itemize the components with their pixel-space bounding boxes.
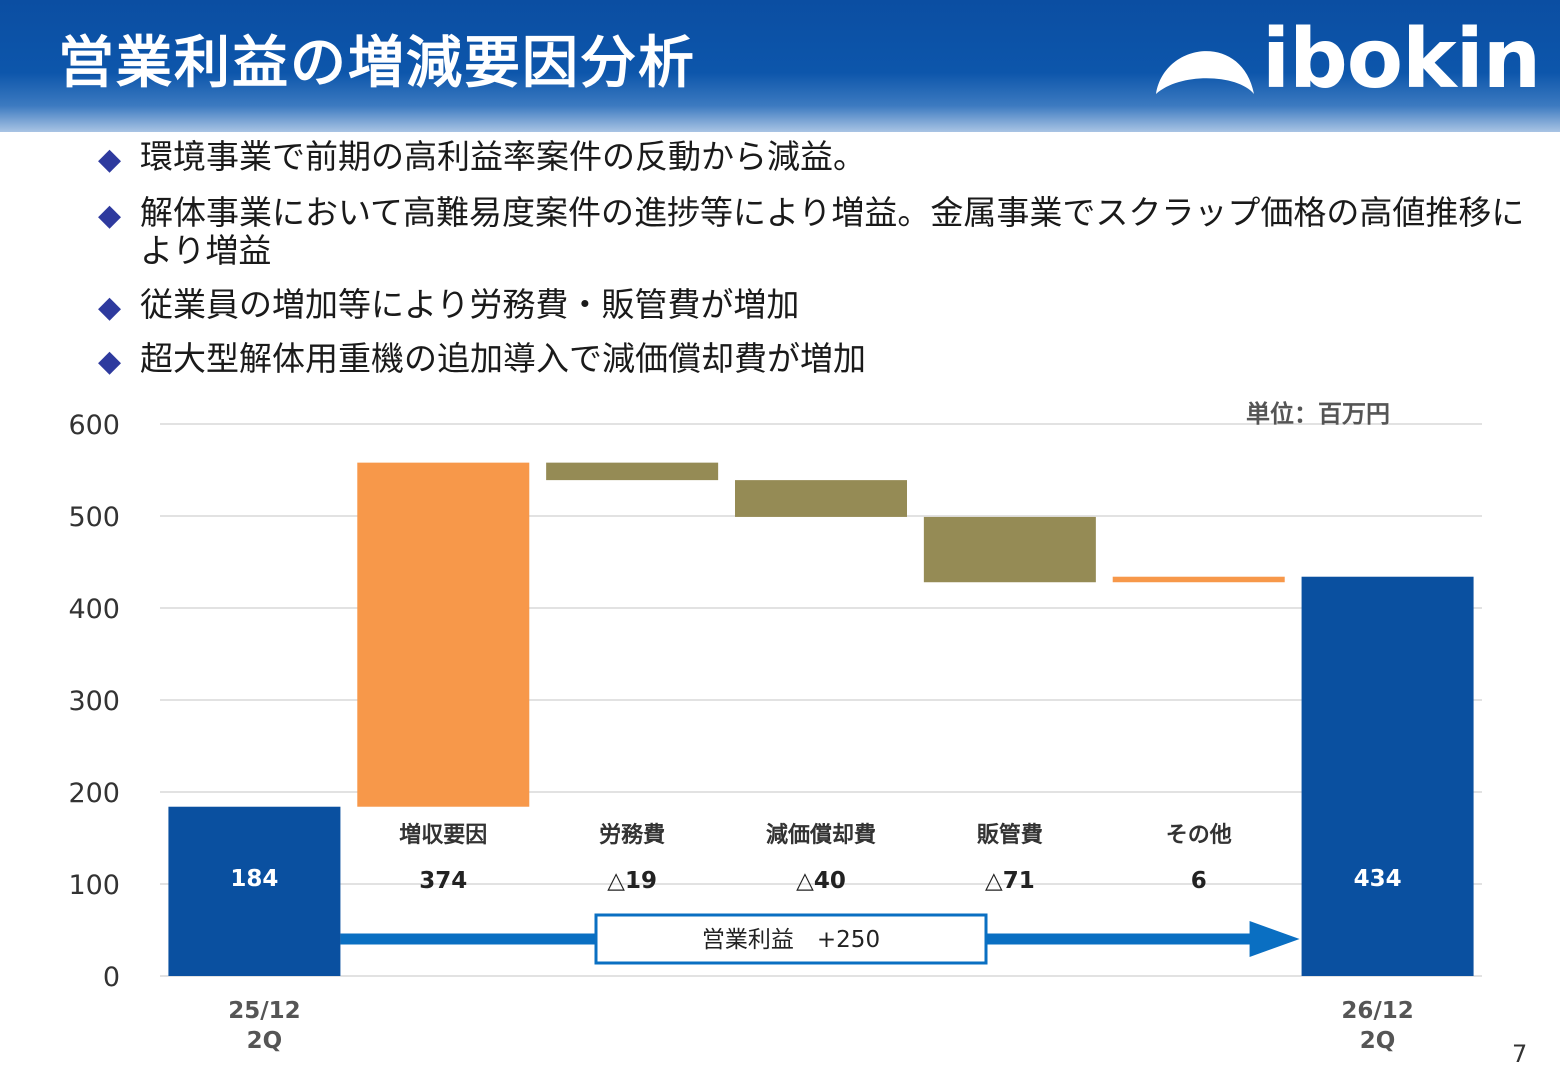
bullet-text: 超大型解体用重機の追加導入で減価償却費が増加 <box>140 339 866 378</box>
bar-step <box>735 480 907 517</box>
annotation-text: 営業利益 +250 <box>702 927 880 953</box>
change-arrow-head-icon <box>1249 921 1300 957</box>
data-label-step: 374 <box>419 868 467 894</box>
category-label: 減価償却費 <box>766 823 876 848</box>
category-label: 販管費 <box>977 822 1043 848</box>
data-label-end: 434 <box>1354 866 1402 892</box>
y-tick-label: 600 <box>68 410 120 441</box>
page-title: 営業利益の増減要因分析 <box>58 31 696 96</box>
diamond-bullet-icon: ◆ <box>98 344 122 379</box>
y-tick-label: 200 <box>68 778 120 809</box>
data-label-start: 184 <box>230 866 278 892</box>
category-label: 増収要因 <box>399 822 487 848</box>
y-tick-label: 100 <box>68 870 120 901</box>
waterfall-chart: 0 100 200 300 400 500 600 単位：百万円 184 25/12 2Q 増収要因 3… <box>68 400 1482 1054</box>
header-bar: 営業利益の増減要因分析 ibokin <box>0 0 1560 132</box>
x-tick-label: 2Q <box>247 1028 283 1054</box>
bar-step <box>546 462 719 481</box>
y-tick-label: 400 <box>68 594 120 625</box>
data-label-step: △19 <box>607 868 657 894</box>
x-tick-label: 26/12 <box>1341 998 1413 1024</box>
diamond-bullet-icon: ◆ <box>98 290 122 325</box>
category-label: その他 <box>1166 823 1232 848</box>
x-tick-label: 2Q <box>1360 1028 1396 1054</box>
bullet-item: ◆ 超大型解体用重機の追加導入で減価償却費が増加 <box>98 339 1538 380</box>
bullet-list: ◆ 環境事業で前期の高利益率案件の反動から減益。 ◆ 解体事業において高難易度案… <box>98 138 1538 394</box>
bullet-item: ◆ 環境事業で前期の高利益率案件の反動から減益。 <box>98 137 1538 178</box>
bar-start <box>168 806 341 976</box>
diamond-bullet-icon: ◆ <box>98 142 122 177</box>
annotation-box <box>594 913 988 965</box>
bar-end <box>1301 576 1474 976</box>
bullet-text: 解体事業において高難易度案件の進捗等により増益。金属事業でスクラップ価格の高値推… <box>140 193 1525 270</box>
unit-label: 単位：百万円 <box>1246 400 1390 428</box>
bullet-item: ◆ 従業員の増加等により労務費・販管費が増加 <box>98 285 1538 326</box>
category-label: 労務費 <box>599 822 665 848</box>
page-number: 7 <box>1512 1040 1528 1068</box>
bar-step <box>923 516 1096 583</box>
bullet-text: 環境事業で前期の高利益率案件の反動から減益。 <box>140 137 866 176</box>
diamond-bullet-icon: ◆ <box>98 198 122 233</box>
data-label-step: 6 <box>1191 868 1207 894</box>
bar-step <box>357 462 530 807</box>
y-tick-label: 0 <box>103 962 120 993</box>
y-tick-label: 500 <box>68 502 120 533</box>
bullet-item: ◆ 解体事業において高難易度案件の進捗等により増益。金属事業でスクラップ価格の高… <box>98 194 1538 270</box>
x-tick-label: 25/12 <box>228 998 300 1024</box>
data-label-step: △71 <box>985 868 1035 894</box>
data-label-step: △40 <box>796 868 846 894</box>
bar-step <box>1112 576 1285 583</box>
logo-mountain-icon <box>1156 51 1254 94</box>
logo-text: ibokin <box>1262 12 1541 107</box>
y-tick-label: 300 <box>68 686 120 717</box>
bullet-text: 従業員の増加等により労務費・販管費が増加 <box>140 285 800 324</box>
ibokin-logo: ibokin <box>1150 12 1541 107</box>
